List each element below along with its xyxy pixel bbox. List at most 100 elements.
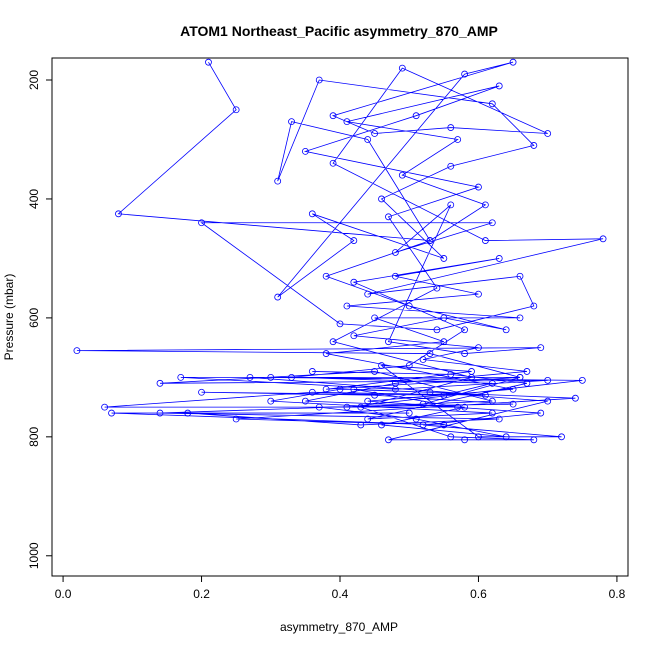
data-point xyxy=(509,58,517,66)
data-point xyxy=(184,409,192,417)
data-point xyxy=(391,272,399,280)
data-point xyxy=(371,391,379,399)
data-point xyxy=(405,302,413,310)
data-point xyxy=(343,118,351,126)
data-point xyxy=(530,436,538,444)
data-point xyxy=(468,373,475,381)
data-point xyxy=(419,356,427,363)
data-point xyxy=(433,284,441,292)
data-point xyxy=(544,397,552,405)
data-point xyxy=(322,272,330,280)
data-point xyxy=(398,64,406,72)
x-tick-label: 0.4 xyxy=(332,587,349,601)
data-point xyxy=(412,112,420,120)
data-point xyxy=(364,290,372,298)
data-point xyxy=(433,326,441,334)
data-point xyxy=(101,403,109,411)
data-point xyxy=(267,373,275,381)
data-point xyxy=(461,436,469,444)
data-point xyxy=(523,379,531,387)
y-tick-label: 1000 xyxy=(27,542,41,569)
data-point xyxy=(205,58,212,66)
data-point xyxy=(454,403,462,411)
data-point xyxy=(578,376,586,384)
data-point xyxy=(426,350,434,357)
data-point xyxy=(495,82,503,90)
data-point xyxy=(357,421,365,429)
data-point xyxy=(378,362,385,369)
data-point xyxy=(329,112,337,120)
data-point xyxy=(488,409,496,417)
data-point xyxy=(544,130,552,137)
data-point xyxy=(274,293,282,301)
data-point xyxy=(440,421,448,429)
data-point xyxy=(329,338,337,346)
data-point xyxy=(156,379,164,387)
x-tick-label: 0.2 xyxy=(193,587,210,601)
data-point xyxy=(391,249,399,256)
data-point xyxy=(350,385,358,393)
data-point xyxy=(475,433,482,441)
x-axis-label: asymmetry_870_AMP xyxy=(280,620,398,634)
data-point xyxy=(502,326,510,334)
data-point xyxy=(385,436,392,444)
data-point xyxy=(419,400,427,408)
data-point xyxy=(301,147,309,155)
data-point xyxy=(537,344,545,352)
data-point xyxy=(378,421,385,429)
data-point xyxy=(488,219,496,227)
x-tick-label: 0.8 xyxy=(609,587,626,601)
data-point xyxy=(198,219,205,227)
data-point xyxy=(447,433,455,441)
data-point xyxy=(329,159,337,167)
data-point xyxy=(440,314,448,322)
data-point xyxy=(156,409,164,417)
data-point xyxy=(336,320,344,328)
data-point xyxy=(198,388,205,396)
data-point xyxy=(461,350,469,357)
chart-title: ATOM1 Northeast_Pacific asymmetry_870_AM… xyxy=(180,23,498,39)
data-point xyxy=(371,314,379,322)
data-point xyxy=(475,344,482,352)
data-point xyxy=(232,106,240,114)
data-point xyxy=(426,237,434,244)
data-point xyxy=(440,255,448,262)
data-point xyxy=(391,379,399,387)
data-point xyxy=(544,376,552,384)
data-point xyxy=(447,162,455,170)
data-point xyxy=(315,403,323,411)
data-point xyxy=(481,237,489,244)
data-point xyxy=(571,394,579,402)
data-point xyxy=(516,314,524,322)
data-point xyxy=(350,237,358,244)
data-point xyxy=(115,210,122,218)
data-point xyxy=(509,400,517,408)
data-point xyxy=(308,210,316,218)
data-point xyxy=(322,350,330,357)
data-point xyxy=(73,347,81,355)
data-point xyxy=(108,409,115,417)
data-point xyxy=(378,195,385,203)
data-point xyxy=(322,385,330,393)
data-point xyxy=(488,397,496,405)
data-point xyxy=(398,171,406,179)
data-point xyxy=(315,76,323,84)
data-line xyxy=(76,61,604,441)
x-tick-label: 0.0 xyxy=(55,587,72,601)
data-point xyxy=(274,177,282,185)
data-point xyxy=(599,235,607,243)
data-point xyxy=(385,338,392,346)
data-point xyxy=(461,70,469,78)
data-point xyxy=(405,409,413,417)
data-point xyxy=(447,201,455,209)
y-tick-label: 200 xyxy=(27,70,41,90)
data-point xyxy=(488,379,496,387)
data-point xyxy=(246,373,254,381)
data-point xyxy=(371,368,379,375)
data-point xyxy=(364,136,372,143)
y-tick-label: 600 xyxy=(27,308,41,328)
data-point xyxy=(343,403,351,411)
data-point xyxy=(516,373,524,381)
data-point xyxy=(447,124,455,131)
data-point xyxy=(308,368,316,375)
